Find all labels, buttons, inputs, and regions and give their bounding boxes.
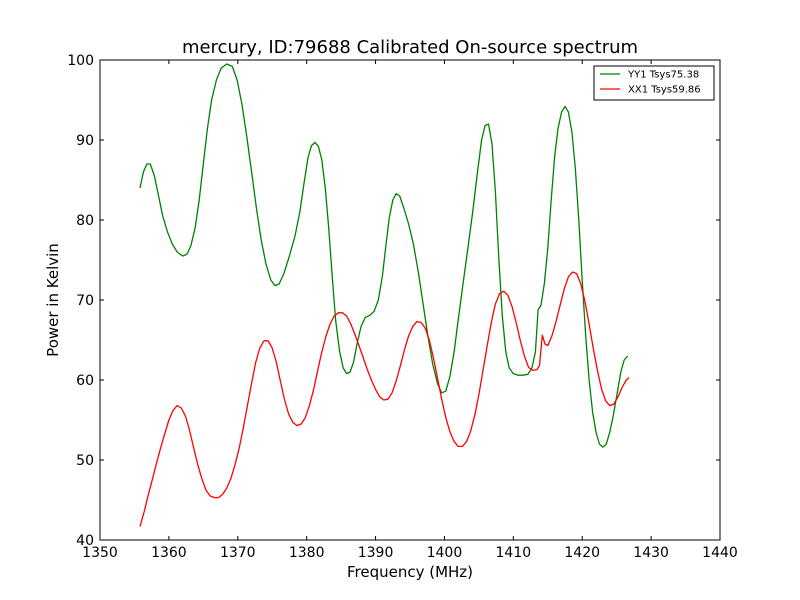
x-tick-label: 1440	[702, 545, 738, 561]
x-tick-label: 1390	[358, 545, 394, 561]
x-tick-label: 1420	[564, 545, 600, 561]
x-axis-label: Frequency (MHz)	[347, 563, 473, 581]
x-tick-label: 1370	[220, 545, 256, 561]
x-tick-label: 1380	[289, 545, 325, 561]
x-tick-label: 1350	[82, 545, 118, 561]
legend-box	[593, 65, 715, 101]
tick-layer: 1350 1360 1370 1380 1390 1400 1410 1420 1430 1440…	[67, 53, 738, 561]
y-tick-label: 60	[76, 373, 94, 389]
x-tick-label: 1360	[151, 545, 187, 561]
plot-area: 1350 1360 1370 1380 1390 1400 1410 1420 1430 1440…	[67, 53, 738, 561]
x-tick-label: 1430	[633, 545, 669, 561]
series-line-xx1	[139, 271, 630, 527]
legend-label-yy1: YY1 Tsys75.38	[627, 70, 699, 81]
y-tick-label: 100	[67, 53, 94, 69]
y-tick-label: 90	[76, 133, 94, 149]
x-tick-label: 1410	[496, 545, 532, 561]
series-line-yy1	[139, 63, 629, 448]
legend: YY1 Tsys75.38 XX1 Tsys59.86	[593, 65, 715, 101]
y-axis-label: Power in Kelvin	[44, 243, 62, 357]
plot-frame	[99, 59, 721, 541]
legend-label-xx1: XX1 Tsys59.86	[628, 85, 701, 96]
y-tick-label: 80	[76, 213, 94, 229]
x-tick-label: 1400	[427, 545, 463, 561]
y-tick-label: 50	[76, 453, 94, 469]
chart-title: mercury, ID:79688 Calibrated On-source s…	[182, 37, 638, 58]
y-tick-label: 40	[76, 533, 94, 549]
series-layer	[139, 63, 630, 527]
y-tick-label: 70	[76, 293, 94, 309]
